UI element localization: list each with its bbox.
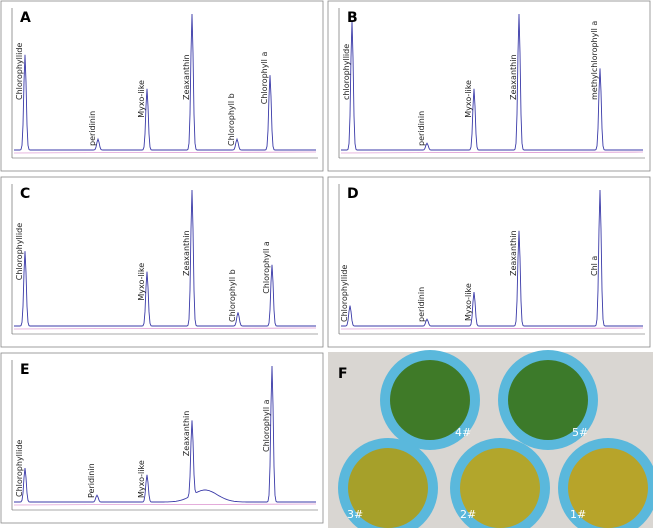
dish-content <box>460 448 540 528</box>
trace-secondary <box>340 327 644 330</box>
chromatogram-panel: E Chlorophyllide Peridinin Myxo-like Zeaxant… <box>0 352 324 524</box>
peak-label: Chlorophyll b <box>227 93 236 146</box>
trace <box>14 189 316 327</box>
panel-frame <box>0 352 324 524</box>
panel-letter: F <box>338 366 348 382</box>
peak-label: Chl a <box>590 256 599 276</box>
trace-secondary <box>340 151 644 154</box>
peak-label: Zeaxanthin <box>182 54 191 100</box>
peak-label: Zeaxanthin <box>509 54 518 100</box>
panel-letter: E <box>20 362 30 378</box>
peak-label: peridinin <box>417 111 426 146</box>
photo-panel: F 4# 5# 3# 2# 1# <box>328 350 653 532</box>
peak-label: Chlorophyllide <box>15 440 24 497</box>
sample-label: 1# <box>570 508 586 521</box>
sample-label: 4# <box>455 426 471 439</box>
peak-label: Myxo-like <box>464 283 473 321</box>
chromatogram-panel: A Chlorophyllide peridinin Myxo-like Zeaxant… <box>0 0 324 172</box>
panel-frame <box>327 176 651 348</box>
dish-content <box>348 448 428 528</box>
peak-label: peridinin <box>88 111 97 146</box>
trace <box>341 189 643 327</box>
peak-label: Zeaxanthin <box>182 230 191 276</box>
peak-label: Chlorophyllide <box>15 43 24 100</box>
peak-label: Chlorophyllide <box>15 223 24 280</box>
peak-label: Chlorophyll a <box>260 52 269 105</box>
peak-label: Chlorophyll a <box>262 241 271 294</box>
trace-secondary <box>13 503 317 506</box>
chromatogram-panel: C Chlorophyllide Myxo-like Zeaxanthin Chloro… <box>0 176 324 348</box>
chromatogram-panel: D Chlorophyllide peridinin Myxo-like Zeaxant… <box>327 176 651 348</box>
trace-secondary <box>13 151 317 154</box>
peak-label: Peridinin <box>87 463 96 498</box>
trace-secondary <box>13 327 317 330</box>
trace <box>14 365 316 503</box>
peak-label: methylchlorophyll a <box>590 21 599 100</box>
peak-label: Chlorophyllide <box>340 265 349 322</box>
trace <box>14 13 316 151</box>
peak-label: Myxo-like <box>137 460 146 498</box>
peak-label: Zeaxanthin <box>509 230 518 276</box>
panel-letter: B <box>347 10 358 26</box>
sample-label: 2# <box>460 508 476 521</box>
sample-label: 3# <box>347 508 363 521</box>
panel-letter: C <box>20 186 30 202</box>
peak-label: Myxo-like <box>137 263 146 301</box>
sample-label: 5# <box>572 426 588 439</box>
panel-letter: D <box>347 186 359 202</box>
panel-frame <box>0 0 324 172</box>
peak-label: chlorophyllide <box>342 44 351 100</box>
peak-label: peridinin <box>417 287 426 322</box>
peak-label: Chlorophyll a <box>262 399 271 452</box>
dish-content <box>508 360 588 440</box>
panel-frame <box>327 0 651 172</box>
peak-label: Myxo-like <box>464 80 473 118</box>
peak-label: Zeaxanthin <box>182 411 191 457</box>
panel-letter: A <box>20 10 31 26</box>
dish-content <box>568 448 648 528</box>
peak-label: Chlorophyll b <box>228 269 237 322</box>
trace <box>341 13 643 151</box>
peak-label: Myxo-like <box>137 80 146 118</box>
dish-content <box>390 360 470 440</box>
